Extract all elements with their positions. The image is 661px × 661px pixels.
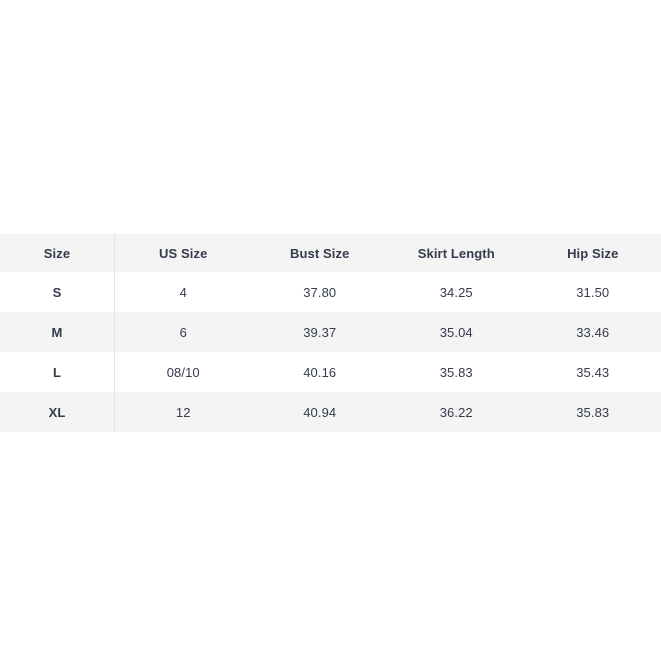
cell-us-size: 12 <box>175 404 191 420</box>
cell-size: L <box>0 352 115 392</box>
table-row: M 6 39.37 35.04 33.46 <box>0 312 661 352</box>
header-cell-skirt-length: Skirt Length <box>417 245 495 261</box>
cell-hip-size: 33.46 <box>576 324 610 340</box>
cell-hip-size: 31.50 <box>576 284 610 300</box>
cell-skirt-length: 35.83 <box>439 364 473 380</box>
cell-bust-size: 40.94 <box>303 404 337 420</box>
cell-hip-size: 35.83 <box>576 404 610 420</box>
header-cell-hip-size: Hip Size <box>567 245 619 261</box>
table-row: S 4 37.80 34.25 31.50 <box>0 272 661 312</box>
header-cell-bust-size: Bust Size <box>290 245 350 261</box>
table-row: XL 12 40.94 36.22 35.83 <box>0 392 661 432</box>
cell-size: M <box>0 312 115 352</box>
cell-bust-size: 37.80 <box>303 284 337 300</box>
table-row: L 08/10 40.16 35.83 35.43 <box>0 352 661 392</box>
cell-skirt-length: 36.22 <box>439 404 473 420</box>
size-chart-header-row: Size US Size Bust Size Skirt Length Hip … <box>0 234 661 272</box>
cell-us-size: 6 <box>179 324 187 340</box>
cell-bust-size: 40.16 <box>303 364 337 380</box>
cell-skirt-length: 34.25 <box>439 284 473 300</box>
header-cell-size: Size <box>0 234 115 272</box>
cell-us-size: 08/10 <box>166 364 200 380</box>
cell-us-size: 4 <box>179 284 187 300</box>
size-chart-table: Size US Size Bust Size Skirt Length Hip … <box>0 234 661 432</box>
header-cell-us-size: US Size <box>159 245 208 261</box>
cell-size: S <box>0 272 115 312</box>
cell-bust-size: 39.37 <box>303 324 337 340</box>
cell-skirt-length: 35.04 <box>439 324 473 340</box>
cell-hip-size: 35.43 <box>576 364 610 380</box>
cell-size: XL <box>0 392 115 432</box>
